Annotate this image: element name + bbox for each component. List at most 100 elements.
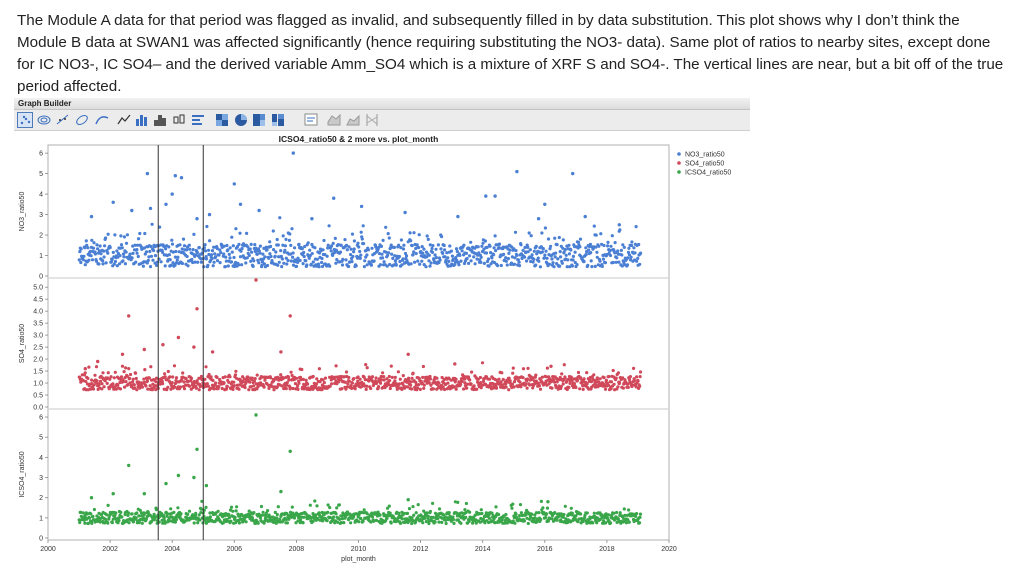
data-point	[134, 371, 138, 375]
formula-icon[interactable]	[303, 112, 319, 128]
data-point	[98, 520, 102, 524]
data-point	[511, 366, 515, 370]
y-axis-label: NO3_ratio50	[19, 192, 26, 232]
data-point	[283, 244, 287, 248]
data-point	[125, 233, 129, 237]
data-point	[304, 378, 308, 382]
data-point	[406, 352, 410, 356]
data-point	[549, 364, 553, 368]
data-point	[365, 366, 369, 370]
data-point	[365, 512, 369, 516]
data-point	[159, 260, 163, 264]
bar-icon[interactable]	[134, 112, 150, 128]
data-point	[390, 252, 394, 256]
treemap-icon[interactable]	[251, 112, 267, 128]
data-point	[289, 370, 293, 374]
smoother-icon[interactable]	[94, 112, 110, 128]
data-point	[423, 516, 427, 520]
data-point	[414, 380, 418, 384]
ellipse-icon[interactable]	[74, 112, 90, 128]
data-point	[482, 261, 486, 265]
box-plot-icon[interactable]	[171, 112, 187, 128]
data-point	[106, 371, 110, 375]
data-point	[336, 520, 340, 524]
data-point	[117, 518, 121, 523]
contour-icon[interactable]	[36, 112, 52, 128]
line-of-fit-icon[interactable]	[55, 112, 71, 128]
points-icon[interactable]	[17, 112, 33, 128]
data-point	[173, 255, 177, 259]
data-point	[500, 383, 504, 387]
data-point	[250, 250, 254, 254]
y-tick-label: 2.0	[33, 357, 43, 364]
data-point	[363, 378, 367, 382]
area-icon[interactable]	[345, 112, 361, 128]
data-point	[541, 247, 545, 251]
caption-box-icon[interactable]	[190, 112, 206, 128]
data-point	[96, 247, 100, 251]
pie-icon[interactable]	[233, 112, 249, 128]
data-point	[463, 381, 467, 385]
data-point	[625, 513, 630, 517]
data-point	[469, 259, 473, 263]
data-point	[265, 248, 269, 252]
data-point	[504, 512, 508, 517]
data-point	[358, 256, 362, 260]
data-point	[326, 510, 330, 514]
data-point	[304, 259, 308, 263]
data-point	[441, 385, 445, 389]
data-point	[608, 253, 613, 258]
data-point	[386, 232, 390, 236]
data-point	[558, 264, 562, 268]
data-point	[160, 518, 164, 522]
data-point	[195, 379, 199, 383]
data-point	[228, 256, 232, 260]
data-point	[462, 261, 467, 266]
data-point	[617, 260, 621, 264]
data-point	[214, 255, 218, 259]
data-point	[428, 243, 432, 247]
map-shapes-icon[interactable]	[326, 112, 342, 128]
data-point	[613, 241, 617, 245]
data-point	[487, 377, 492, 381]
data-point	[344, 370, 349, 374]
data-point	[454, 511, 458, 515]
data-point	[634, 225, 638, 229]
data-point	[197, 513, 201, 517]
data-point	[489, 251, 493, 255]
data-point	[626, 518, 630, 522]
data-point	[479, 508, 483, 512]
data-point	[622, 507, 626, 511]
data-point	[255, 373, 259, 377]
histogram-icon[interactable]	[152, 112, 168, 128]
line-icon[interactable]	[116, 112, 132, 128]
data-point	[606, 240, 610, 244]
data-point	[433, 511, 438, 515]
data-point	[560, 372, 564, 376]
y-tick-label: 3.0	[33, 333, 43, 340]
data-point	[349, 384, 353, 388]
data-point	[206, 384, 210, 388]
data-point	[244, 520, 248, 524]
y-tick-label: 6	[39, 151, 43, 158]
data-point	[389, 364, 393, 368]
heatmap-icon[interactable]	[214, 112, 230, 128]
data-point	[261, 510, 265, 514]
mosaic-icon[interactable]	[270, 112, 286, 128]
data-point	[563, 247, 568, 252]
data-point	[89, 254, 93, 258]
data-point	[264, 511, 268, 515]
data-point	[131, 520, 136, 524]
data-point	[365, 384, 369, 388]
data-point	[86, 376, 90, 380]
x-tick-label: 2012	[413, 546, 429, 553]
data-point	[422, 247, 426, 251]
data-point	[454, 256, 458, 260]
data-point	[553, 511, 557, 515]
parallel-icon[interactable]	[364, 112, 380, 128]
data-point	[636, 379, 640, 383]
data-point	[607, 513, 611, 517]
data-point	[149, 254, 154, 258]
data-point	[430, 250, 435, 254]
data-point	[575, 263, 579, 267]
